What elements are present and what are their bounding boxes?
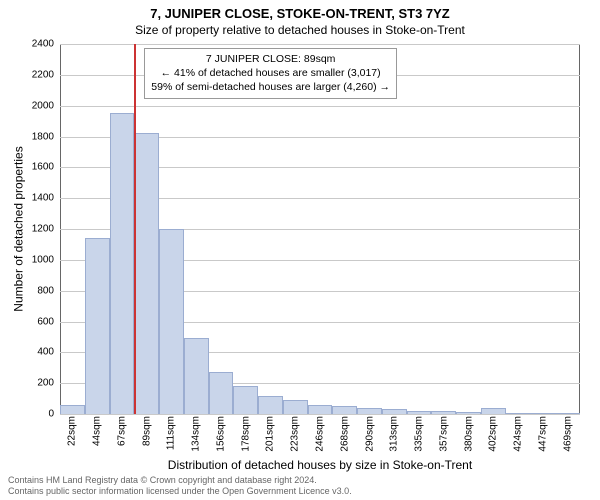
footnote: Contains HM Land Registry data © Crown c… xyxy=(8,475,352,497)
footnote-line1: Contains HM Land Registry data © Crown c… xyxy=(8,475,352,486)
y-tick-label: 2400 xyxy=(32,39,54,50)
bar xyxy=(184,338,209,414)
annotation-line2: ← 41% of detached houses are smaller (3,… xyxy=(151,66,390,80)
x-tick-label: 313sqm xyxy=(389,416,400,452)
marker-line xyxy=(134,44,136,414)
x-tick-label: 268sqm xyxy=(339,416,350,452)
y-tick-label: 1800 xyxy=(32,131,54,142)
x-tick-label: 290sqm xyxy=(364,416,375,452)
x-axis-label: Distribution of detached houses by size … xyxy=(60,458,580,472)
x-tick-label: 111sqm xyxy=(166,416,177,450)
bar xyxy=(407,411,432,414)
x-tick-label: 178sqm xyxy=(240,416,251,452)
annotation-line1: 7 JUNIPER CLOSE: 89sqm xyxy=(151,52,390,66)
bar xyxy=(258,396,283,415)
x-tick-label: 357sqm xyxy=(438,416,449,452)
x-tick-label: 246sqm xyxy=(315,416,326,452)
x-tick-label: 134sqm xyxy=(191,416,202,452)
y-tick-label: 1200 xyxy=(32,224,54,235)
y-tick-label: 1000 xyxy=(32,254,54,265)
plot-area: 0200400600800100012001400160018002000220… xyxy=(60,44,580,414)
title-main: 7, JUNIPER CLOSE, STOKE-ON-TRENT, ST3 7Y… xyxy=(0,0,600,21)
x-tick-label: 223sqm xyxy=(290,416,301,452)
y-tick-label: 1600 xyxy=(32,162,54,173)
annotation-line3: 59% of semi-detached houses are larger (… xyxy=(151,80,390,94)
bar xyxy=(332,406,357,414)
bar xyxy=(308,405,333,414)
bar xyxy=(357,408,382,414)
bar xyxy=(159,229,184,414)
grid-line xyxy=(60,106,580,107)
y-tick-label: 1400 xyxy=(32,193,54,204)
bar xyxy=(382,409,407,414)
bar xyxy=(85,238,110,414)
footnote-line2: Contains public sector information licen… xyxy=(8,486,352,497)
grid-line xyxy=(60,44,580,45)
bar xyxy=(283,400,308,414)
bar xyxy=(60,405,85,414)
y-tick-label: 200 xyxy=(37,378,54,389)
x-tick-label: 201sqm xyxy=(265,416,276,452)
x-tick-label: 44sqm xyxy=(92,416,103,446)
x-tick-label: 67sqm xyxy=(116,416,127,446)
bar xyxy=(481,408,506,414)
x-tick-label: 22sqm xyxy=(67,416,78,446)
grid-line xyxy=(60,414,580,415)
annotation-box: 7 JUNIPER CLOSE: 89sqm← 41% of detached … xyxy=(144,48,397,99)
y-tick-label: 800 xyxy=(37,285,54,296)
x-tick-label: 380sqm xyxy=(463,416,474,452)
bar xyxy=(530,413,555,414)
bar xyxy=(555,413,580,414)
bar xyxy=(233,386,258,414)
chart-root: 7, JUNIPER CLOSE, STOKE-ON-TRENT, ST3 7Y… xyxy=(0,0,600,500)
y-axis-label-text: Number of detached properties xyxy=(12,146,26,311)
y-tick-label: 400 xyxy=(37,347,54,358)
x-tick-label: 89sqm xyxy=(141,416,152,446)
x-tick-label: 469sqm xyxy=(562,416,573,452)
y-axis-label: Number of detached properties xyxy=(12,44,26,414)
x-tick-label: 402sqm xyxy=(488,416,499,452)
bar xyxy=(431,411,456,414)
title-sub: Size of property relative to detached ho… xyxy=(0,21,600,37)
y-tick-label: 0 xyxy=(48,409,54,420)
x-tick-label: 335sqm xyxy=(414,416,425,452)
bar xyxy=(209,372,234,414)
y-tick-label: 2000 xyxy=(32,100,54,111)
x-tick-label: 424sqm xyxy=(513,416,524,452)
bar xyxy=(110,113,135,414)
bar xyxy=(456,412,481,414)
y-tick-label: 600 xyxy=(37,316,54,327)
y-tick-label: 2200 xyxy=(32,69,54,80)
bar xyxy=(506,413,531,414)
x-tick-label: 156sqm xyxy=(215,416,226,452)
bar xyxy=(134,133,159,414)
x-tick-label: 447sqm xyxy=(537,416,548,452)
